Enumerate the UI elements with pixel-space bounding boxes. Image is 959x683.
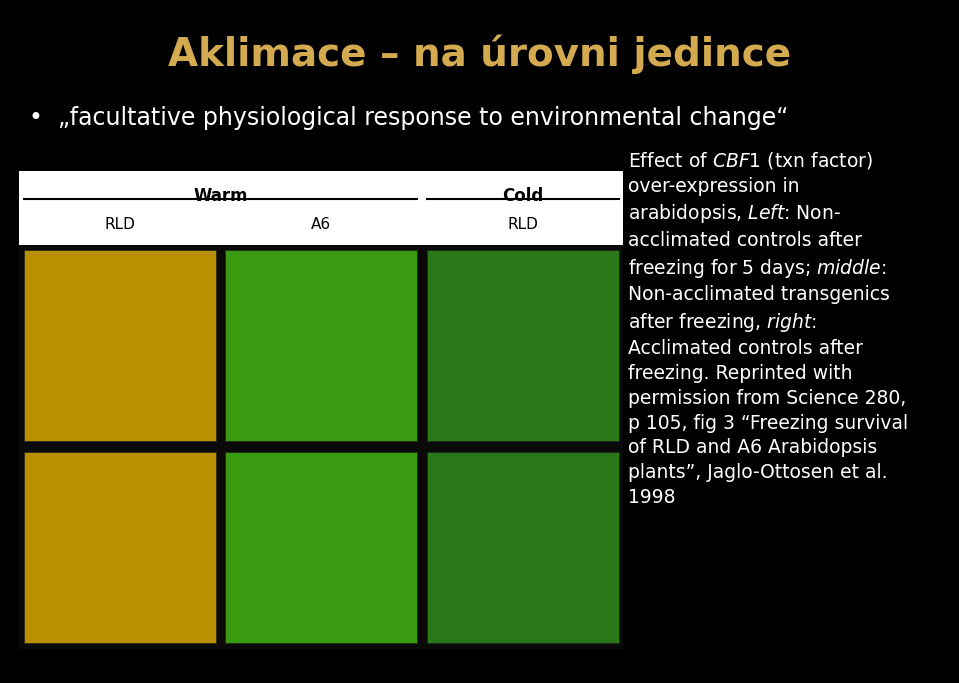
Bar <box>19 171 623 245</box>
Bar <box>225 452 417 643</box>
Text: Effect of $\it{CBF1}$ (txn factor)
over-expression in
arabidopsis, $\it{Left}$: : Effect of $\it{CBF1}$ (txn factor) over-… <box>628 150 908 507</box>
Text: Aklimace – na úrovni jedince: Aklimace – na úrovni jedince <box>168 34 791 74</box>
Text: Cold: Cold <box>502 187 544 205</box>
Bar <box>427 251 619 441</box>
Text: Warm: Warm <box>194 187 247 205</box>
Bar <box>24 251 216 441</box>
Bar <box>24 452 216 643</box>
Bar <box>225 251 417 441</box>
Text: •  „facultative physiological response to environmental change“: • „facultative physiological response to… <box>29 106 788 130</box>
Text: RLD: RLD <box>105 217 135 232</box>
Bar <box>19 245 623 649</box>
Text: RLD: RLD <box>507 217 538 232</box>
Bar <box>427 452 619 643</box>
Text: A6: A6 <box>312 217 331 232</box>
